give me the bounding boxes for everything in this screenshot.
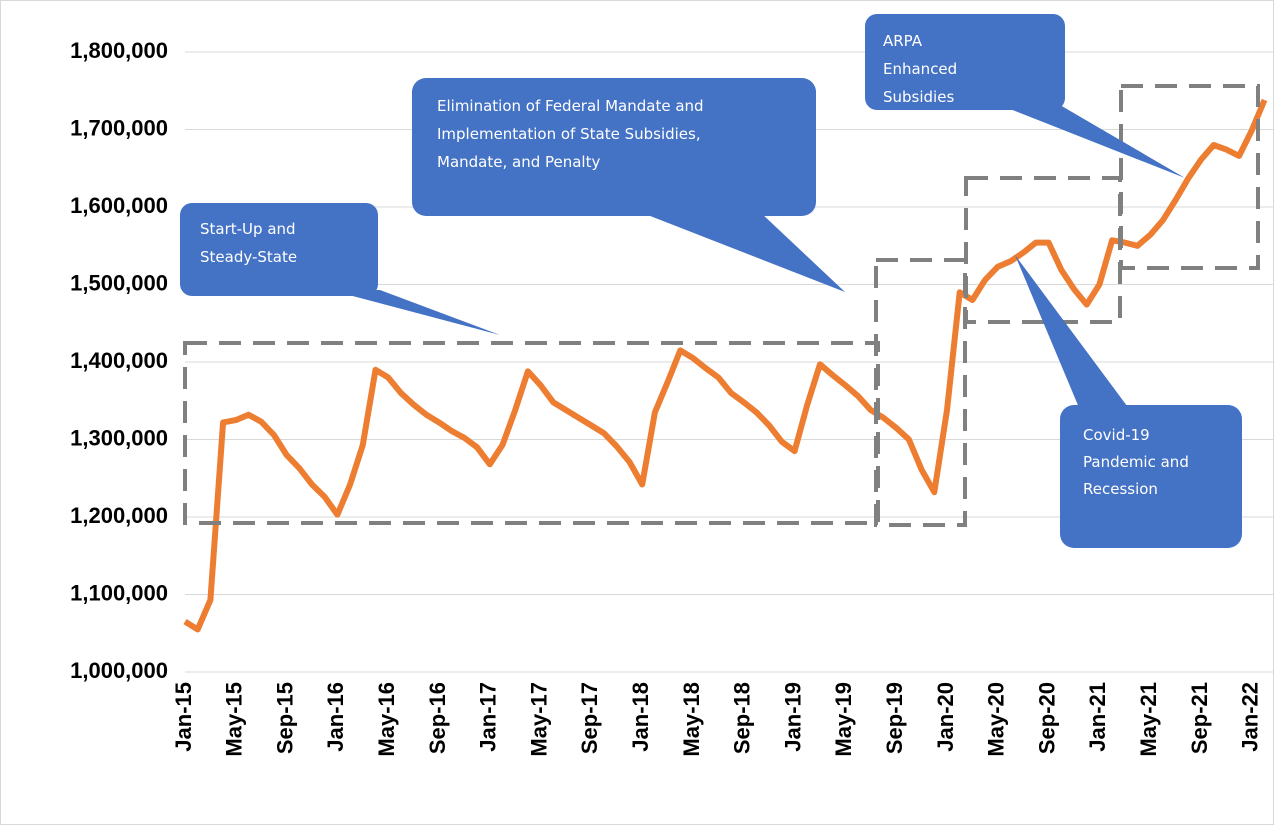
y-tick-label: 1,000,000 — [70, 658, 168, 683]
callout-line: Covid-19 — [1083, 426, 1150, 444]
x-tick-label: Sep-21 — [1187, 682, 1212, 754]
x-tick-label: Sep-17 — [577, 682, 602, 754]
callout — [412, 78, 816, 216]
x-tick-label: May-21 — [1136, 682, 1161, 757]
region-box — [1119, 84, 1260, 270]
callout-line: Steady-State — [200, 248, 297, 266]
x-tick-label: May-15 — [222, 682, 247, 757]
callout-line: Subsidies — [883, 88, 954, 106]
y-tick-label: 1,600,000 — [70, 193, 168, 218]
callout-line: Enhanced — [883, 60, 957, 78]
x-tick-label: May-20 — [984, 682, 1009, 757]
x-tick-label: May-18 — [679, 682, 704, 757]
x-tick-label: Sep-16 — [425, 682, 450, 754]
callout-line: Start-Up and — [200, 220, 296, 238]
callout-line: Recession — [1083, 480, 1158, 498]
callout-line: ARPA — [883, 32, 923, 50]
x-tick-label: Jan-18 — [628, 682, 653, 752]
callout-line: Mandate, and Penalty — [437, 153, 600, 171]
callouts: Start-Up and Steady-State Elimination of … — [180, 14, 1242, 548]
dashed-regions — [183, 84, 1260, 527]
region-box — [874, 258, 967, 527]
callout-text: ARPA Enhanced Subsidies — [883, 32, 957, 106]
x-tick-label: Jan-16 — [323, 682, 348, 752]
x-tick-label: Jan-19 — [780, 682, 805, 752]
callout — [1060, 405, 1242, 548]
x-tick-label: May-16 — [374, 682, 399, 757]
grid: 1,000,000 1,100,000 1,200,000 1,300,000 1,40… — [70, 38, 1274, 757]
callout-tail — [1015, 255, 1130, 410]
callout-line: Pandemic and — [1083, 453, 1189, 471]
region-box — [183, 341, 880, 525]
callout-text: Start-Up and Steady-State — [200, 220, 297, 266]
x-tick-label: Jan-20 — [933, 682, 958, 752]
x-tick-label: May-17 — [526, 682, 551, 757]
y-tick-label: 1,200,000 — [70, 503, 168, 528]
y-tick-label: 1,800,000 — [70, 38, 168, 63]
x-tick-label: Sep-20 — [1034, 682, 1059, 754]
callout-tail — [330, 290, 500, 335]
plot — [183, 98, 1268, 633]
x-tick-label: Jan-15 — [171, 682, 196, 752]
x-tick-label: May-19 — [831, 682, 856, 757]
x-tick-label: Sep-15 — [272, 682, 297, 754]
callout-line: Implementation of State Subsidies, — [437, 125, 701, 143]
y-tick-label: 1,700,000 — [70, 115, 168, 140]
x-tick-label: Sep-18 — [730, 682, 755, 754]
callout-tail — [640, 212, 845, 292]
callout-text: Elimination of Federal Mandate and Implem… — [437, 97, 704, 171]
line-series — [183, 98, 1268, 633]
region-box — [964, 176, 1122, 324]
y-tick-label: 1,300,000 — [70, 425, 168, 450]
x-tick-label: Jan-21 — [1085, 682, 1110, 752]
callout-line: Elimination of Federal Mandate and — [437, 97, 704, 115]
y-tick-label: 1,100,000 — [70, 580, 168, 605]
callout — [180, 203, 378, 296]
x-tick-label: Sep-19 — [882, 682, 907, 754]
x-tick-label: Jan-17 — [476, 682, 501, 752]
x-tick-label: Jan-22 — [1238, 682, 1263, 752]
callout-text: Covid-19 Pandemic and Recession — [1083, 426, 1189, 498]
y-tick-label: 1,500,000 — [70, 270, 168, 295]
y-tick-label: 1,400,000 — [70, 348, 168, 373]
callout — [865, 14, 1065, 110]
callout-tail — [1000, 105, 1185, 178]
